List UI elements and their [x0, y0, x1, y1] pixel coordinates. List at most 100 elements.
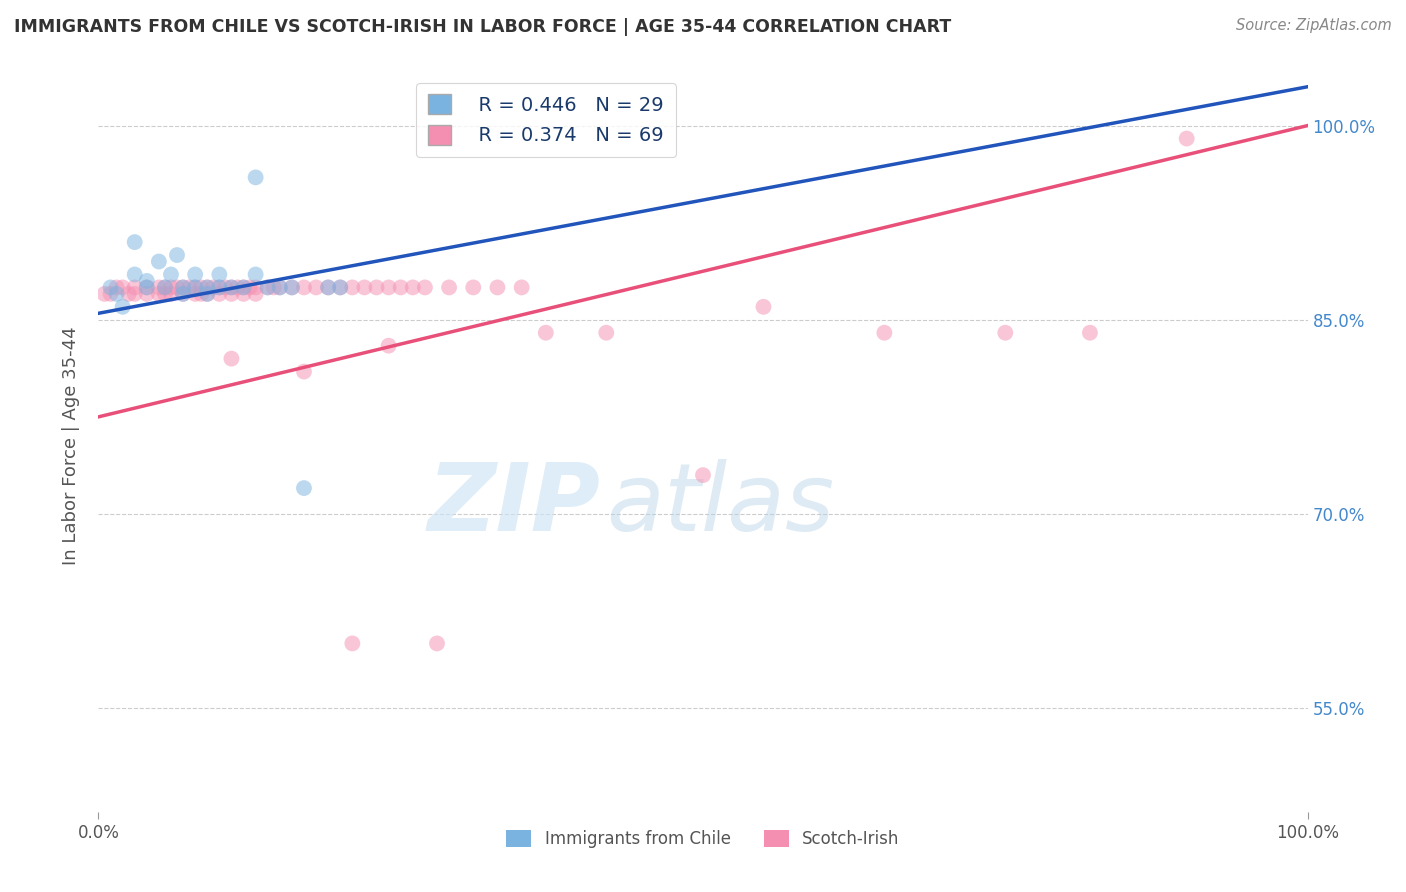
- Point: [239, 280, 262, 294]
- Text: Source: ZipAtlas.com: Source: ZipAtlas.com: [1236, 18, 1392, 33]
- Point: [316, 280, 339, 294]
- Point: [160, 286, 183, 301]
- Point: [292, 481, 315, 495]
- Point: [124, 286, 146, 301]
- Point: [105, 280, 128, 294]
- Point: [245, 280, 267, 294]
- Point: [221, 280, 243, 294]
- Point: [269, 280, 291, 294]
- Point: [221, 351, 243, 366]
- Point: [93, 286, 115, 301]
- Point: [208, 280, 231, 294]
- Point: [316, 280, 339, 294]
- Point: [329, 280, 352, 294]
- Point: [172, 286, 194, 301]
- Point: [402, 280, 425, 294]
- Point: [342, 636, 364, 650]
- Point: [245, 170, 267, 185]
- Point: [752, 300, 775, 314]
- Point: [166, 280, 188, 294]
- Point: [172, 280, 194, 294]
- Point: [118, 286, 141, 301]
- Point: [366, 280, 388, 294]
- Point: [232, 280, 254, 294]
- Point: [172, 280, 194, 294]
- Point: [232, 280, 254, 294]
- Point: [135, 280, 157, 294]
- Point: [232, 286, 254, 301]
- Point: [281, 280, 304, 294]
- Point: [160, 268, 183, 282]
- Point: [135, 274, 157, 288]
- Point: [166, 248, 188, 262]
- Point: [148, 280, 170, 294]
- Point: [100, 280, 122, 294]
- Point: [153, 280, 176, 294]
- Point: [195, 286, 218, 301]
- Point: [221, 286, 243, 301]
- Text: atlas: atlas: [606, 459, 835, 550]
- Point: [111, 300, 134, 314]
- Point: [105, 286, 128, 301]
- Point: [221, 280, 243, 294]
- Point: [124, 268, 146, 282]
- Point: [100, 286, 122, 301]
- Point: [226, 280, 249, 294]
- Text: IMMIGRANTS FROM CHILE VS SCOTCH-IRISH IN LABOR FORCE | AGE 35-44 CORRELATION CHA: IMMIGRANTS FROM CHILE VS SCOTCH-IRISH IN…: [14, 18, 952, 36]
- Point: [389, 280, 412, 294]
- Point: [534, 326, 557, 340]
- Point: [463, 280, 485, 294]
- Point: [195, 280, 218, 294]
- Point: [214, 280, 236, 294]
- Legend: Immigrants from Chile, Scotch-Irish: Immigrants from Chile, Scotch-Irish: [499, 823, 907, 855]
- Point: [153, 286, 176, 301]
- Point: [245, 268, 267, 282]
- Point: [202, 280, 225, 294]
- Point: [437, 280, 460, 294]
- Point: [148, 286, 170, 301]
- Point: [124, 235, 146, 249]
- Point: [195, 280, 218, 294]
- Point: [486, 280, 509, 294]
- Point: [994, 326, 1017, 340]
- Point: [510, 280, 533, 294]
- Point: [184, 268, 207, 282]
- Point: [281, 280, 304, 294]
- Point: [426, 636, 449, 650]
- Point: [1078, 326, 1101, 340]
- Point: [184, 280, 207, 294]
- Point: [342, 280, 364, 294]
- Point: [595, 326, 617, 340]
- Point: [245, 286, 267, 301]
- Point: [208, 268, 231, 282]
- Point: [292, 280, 315, 294]
- Point: [153, 280, 176, 294]
- Point: [135, 280, 157, 294]
- Point: [190, 280, 212, 294]
- Point: [256, 280, 278, 294]
- Point: [190, 286, 212, 301]
- Point: [179, 280, 201, 294]
- Text: ZIP: ZIP: [427, 458, 600, 550]
- Point: [148, 254, 170, 268]
- Y-axis label: In Labor Force | Age 35-44: In Labor Force | Age 35-44: [62, 326, 80, 566]
- Point: [124, 280, 146, 294]
- Point: [1175, 131, 1198, 145]
- Point: [263, 280, 285, 294]
- Point: [329, 280, 352, 294]
- Point: [195, 286, 218, 301]
- Point: [111, 280, 134, 294]
- Point: [208, 286, 231, 301]
- Point: [135, 286, 157, 301]
- Point: [184, 280, 207, 294]
- Point: [292, 365, 315, 379]
- Point: [353, 280, 375, 294]
- Point: [305, 280, 328, 294]
- Point: [413, 280, 436, 294]
- Point: [184, 286, 207, 301]
- Point: [172, 286, 194, 301]
- Point: [208, 280, 231, 294]
- Point: [873, 326, 896, 340]
- Point: [377, 280, 399, 294]
- Point: [377, 339, 399, 353]
